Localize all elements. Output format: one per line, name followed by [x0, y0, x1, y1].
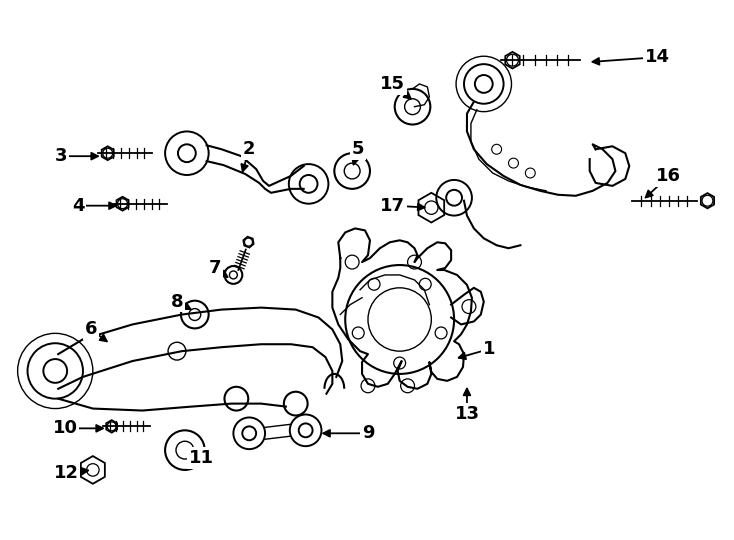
Text: 1: 1 — [482, 340, 495, 358]
Text: 17: 17 — [380, 197, 405, 215]
Text: 6: 6 — [84, 320, 97, 339]
Text: 14: 14 — [644, 48, 669, 66]
Text: 12: 12 — [54, 464, 79, 482]
Text: 4: 4 — [72, 197, 84, 215]
Text: 16: 16 — [656, 167, 681, 185]
Text: 2: 2 — [243, 140, 255, 158]
Text: 7: 7 — [208, 259, 221, 277]
Text: 10: 10 — [53, 420, 78, 437]
Text: 5: 5 — [352, 140, 364, 158]
Text: 9: 9 — [362, 424, 374, 442]
Text: 8: 8 — [171, 293, 184, 310]
Text: 15: 15 — [380, 75, 405, 93]
Text: 13: 13 — [454, 404, 479, 422]
Text: 3: 3 — [55, 147, 68, 165]
Text: 11: 11 — [189, 449, 214, 467]
